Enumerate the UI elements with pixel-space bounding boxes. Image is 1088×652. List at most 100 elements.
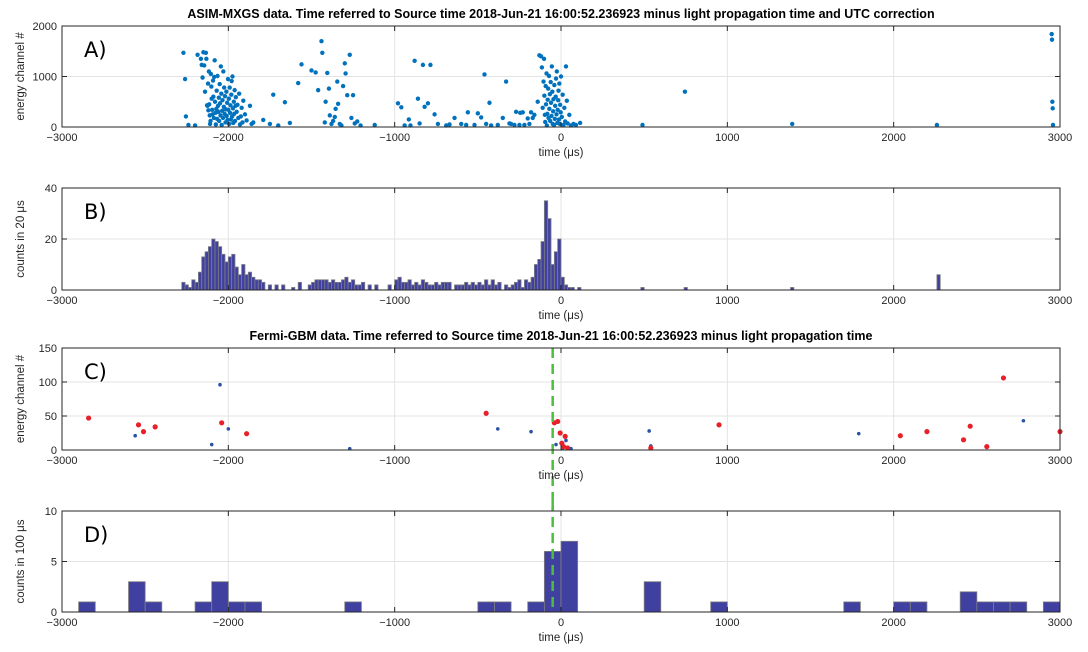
data-point [224,89,229,94]
red-data-point [960,437,967,443]
data-point [242,112,248,117]
histogram-bar [267,284,272,291]
data-point [417,121,422,126]
data-point [452,115,457,121]
histogram-bar [557,238,562,291]
data-point [500,115,505,121]
data-point [212,99,218,104]
data-point [495,122,500,128]
data-point [244,118,249,123]
data-point [295,80,301,86]
data-point [545,111,550,117]
histogram-bar [527,281,532,291]
x-axis-label: time (μs) [539,310,584,322]
histogram-bar [261,281,266,291]
data-point [231,99,237,104]
data-point [214,88,219,93]
x-tick-label: 2000 [881,617,905,629]
data-point [228,103,233,108]
histogram-bar [194,281,199,291]
data-point [327,113,332,118]
data-point [323,99,328,104]
red-data-point [984,444,990,450]
x-tick-label: −3000 [47,455,78,467]
data-point [548,100,554,105]
histogram-bar [437,284,442,291]
blue-data-point [554,442,558,447]
data-point [287,120,293,126]
histogram-bar [211,238,216,291]
red-data-point [483,410,489,416]
histogram-bar [211,581,229,613]
data-point [309,68,314,73]
histogram-bar [144,601,163,613]
data-point [552,116,558,122]
data-point [522,122,527,128]
data-point [225,117,230,123]
histogram-bar [643,581,662,613]
data-point [315,87,321,93]
histogram-bar [404,281,409,291]
chart-title: Fermi-GBM data. Time referred to Source … [250,329,873,343]
x-tick-label: 1000 [715,455,739,467]
data-point [183,114,189,119]
histogram-bar [244,601,262,613]
data-point [195,52,200,57]
data-point [239,105,244,111]
data-point [224,113,229,119]
data-point [541,56,547,62]
histogram-bar [321,279,326,291]
data-point [216,118,222,124]
data-point [204,56,209,62]
data-point [525,116,530,121]
red-data-point [1000,375,1007,381]
blue-data-point [133,433,137,438]
data-point [577,120,583,126]
data-point [520,110,525,115]
data-point [219,91,224,96]
x-tick-label: 3000 [1048,132,1072,144]
histogram-bar [407,279,412,291]
data-point [217,81,222,87]
histogram-bar [247,271,253,291]
data-point [340,83,346,89]
data-point [406,117,412,122]
data-point [322,120,328,125]
data-point [234,109,239,115]
x-tick-label: −2000 [213,455,244,467]
data-point [563,64,569,69]
x-tick-label: 3000 [1048,617,1072,629]
data-point [209,107,215,113]
histogram-bar [251,276,256,291]
blue-data-point [856,431,861,436]
data-point [553,94,558,99]
histogram-bar [893,601,911,613]
data-point [565,121,570,126]
histogram-bar [128,581,146,613]
data-point [415,96,421,101]
data-point [233,95,239,100]
data-point [282,100,288,105]
histogram-bar [331,279,336,291]
histogram-bar [311,281,316,291]
histogram-bar [344,276,349,291]
x-tick-label: −2000 [213,132,244,144]
y-tick-label: 50 [45,411,57,423]
data-point [1049,31,1054,37]
blue-data-point [226,427,231,431]
data-point [463,122,469,128]
data-point [561,122,566,128]
histogram-bar [334,281,339,291]
data-point [541,79,546,84]
data-point [219,122,224,128]
histogram-bar [533,264,539,291]
y-tick-label: 100 [39,377,57,389]
data-point [221,85,227,90]
blue-data-point [495,427,500,431]
histogram-bar [424,281,429,291]
data-point [236,91,242,96]
histogram-bar [324,279,329,291]
data-point [478,115,484,120]
data-point [232,87,237,93]
